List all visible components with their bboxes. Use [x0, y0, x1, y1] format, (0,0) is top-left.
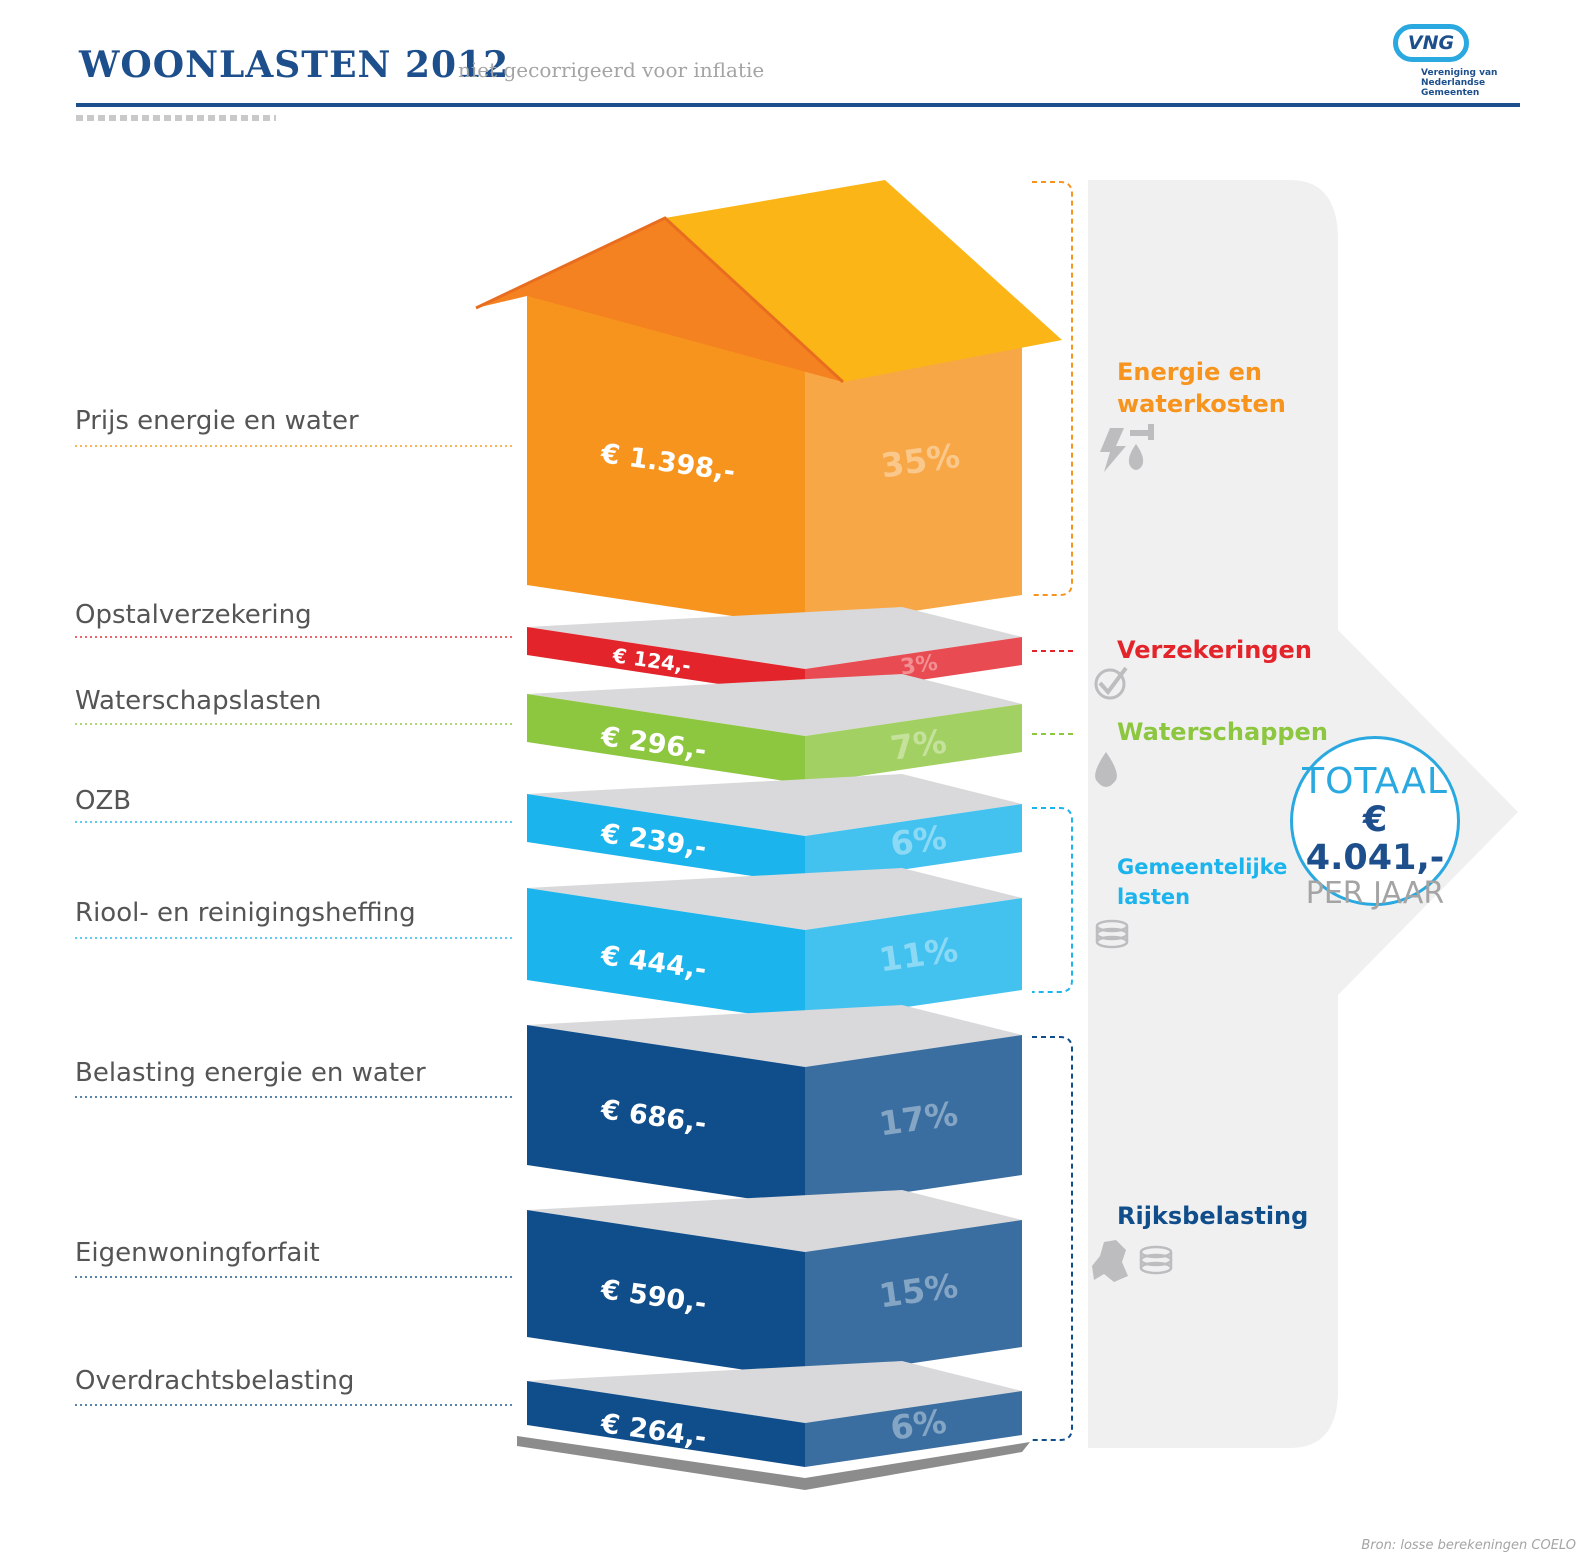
slab-top-face-2 [527, 607, 1022, 669]
slab-3 [527, 674, 1022, 784]
bracket-gemeentelijk [1032, 807, 1073, 993]
group-brackets [1032, 181, 1076, 1441]
row-label-opstalverzekering: Opstalverzekering [75, 600, 312, 630]
slab-top-face-4 [527, 774, 1022, 836]
percent-label-4: 6% [888, 817, 949, 863]
row-label-overdrachtsbelasting: Overdrachtsbelasting [75, 1366, 355, 1396]
slab-right-face-1 [805, 306, 1022, 627]
slab-right-face-8 [805, 1391, 1022, 1467]
slab-right-face-4 [805, 804, 1022, 884]
page-title: WOONLASTEN 2012 [79, 44, 510, 86]
slab-right-face-6 [805, 1035, 1022, 1207]
roof-ridge-line [475, 216, 845, 384]
row-label-prijs-energie: Prijs energie en water [75, 406, 359, 436]
slab-top-face-5 [527, 868, 1022, 930]
source-note: Bron: losse berekeningen COELO [1361, 1538, 1576, 1553]
header-dotted-rule [76, 115, 276, 121]
vng-logo-subtitle: Vereniging van Nederlandse Gemeenten [1421, 68, 1498, 98]
percent-label-2: 3% [899, 651, 939, 681]
lightning-icon [1100, 428, 1126, 472]
tap-drop [1128, 444, 1144, 470]
row-label-belasting-energie: Belasting energie en water [75, 1058, 426, 1088]
slab-left-face-3 [527, 694, 805, 784]
slab-8 [527, 1361, 1022, 1467]
slab-5 [527, 868, 1022, 1022]
group-label-verzekeringen: Verzekeringen [1117, 636, 1312, 664]
slab-top-face-6 [527, 1005, 1022, 1067]
water-drop-icon [1095, 752, 1117, 787]
percent-label-3: 7% [888, 721, 949, 767]
roof-left-face [476, 218, 843, 382]
row-label-riool: Riool- en reinigingsheffing [75, 898, 416, 928]
vng-logo-mark: VNG [1393, 24, 1469, 62]
slab-left-face-7 [527, 1210, 805, 1379]
slab-right-face-5 [805, 898, 1022, 1022]
slab-top-face-8 [527, 1361, 1022, 1423]
slab-left-face-8 [527, 1381, 805, 1467]
roof-right-face [665, 180, 1062, 382]
slab-top-face-7 [527, 1190, 1022, 1252]
bracket-rijksbelasting [1032, 1036, 1073, 1441]
slab-2 [527, 607, 1022, 697]
tap-spout [1148, 424, 1154, 440]
slab-6 [527, 1005, 1022, 1207]
slab-left-face-6 [527, 1025, 805, 1207]
slab-right-face-3 [805, 704, 1022, 784]
slab-1 [527, 296, 1022, 627]
slab-4 [527, 774, 1022, 884]
coin-stack-icon-2 [1139, 1245, 1173, 1275]
total-circle: TOTAAL € 4.041,- PER JAAR [1290, 736, 1460, 911]
row-label-eigenwoningforfait: Eigenwoningforfait [75, 1238, 320, 1268]
slab-right-face-7 [805, 1220, 1022, 1379]
total-top-label: TOTAAL [1302, 761, 1448, 802]
house-roof [475, 180, 1062, 384]
row-label-ozb: OZB [75, 786, 132, 816]
check-mark [1098, 666, 1128, 696]
group-icons [1092, 424, 1173, 1282]
header-rule [76, 103, 1520, 107]
total-bottom-label: PER JAAR [1305, 876, 1445, 911]
group-label-energie: Energie en waterkosten [1117, 358, 1286, 418]
group-label-rijksbelasting: Rijksbelasting [1117, 1202, 1309, 1230]
group-label-waterschappen: Waterschappen [1117, 718, 1328, 746]
slab-7 [527, 1190, 1022, 1379]
percent-label-8: 6% [888, 1401, 949, 1447]
netherlands-map-icon [1092, 1240, 1128, 1282]
slab-top-face-3 [527, 674, 1022, 736]
bracket-energie [1032, 181, 1073, 596]
total-amount: € 4.041,- [1305, 800, 1445, 878]
group-label-gemeentelijk: Gemeentelijke lasten [1117, 855, 1288, 909]
vng-logo: VNG Vereniging van Nederlandse Gemeenten [1393, 24, 1497, 98]
leader-lines [75, 445, 515, 1406]
tap-pipe [1130, 430, 1154, 436]
checkmark-icon [1094, 666, 1128, 700]
base-shadow [517, 1436, 1030, 1490]
slab-left-face-2 [527, 627, 805, 697]
slab-left-face-4 [527, 794, 805, 884]
slab-layers [527, 296, 1022, 1467]
coin-stack-icon [1095, 919, 1129, 949]
check-circle [1094, 668, 1126, 700]
page-subtitle: niet gecorrigeerd voor inflatie [458, 58, 765, 82]
row-label-waterschapslasten: Waterschapslasten [75, 686, 322, 716]
slab-left-face-1 [527, 296, 805, 627]
slab-left-face-5 [527, 888, 805, 1022]
tap-water-icon [1128, 424, 1154, 470]
